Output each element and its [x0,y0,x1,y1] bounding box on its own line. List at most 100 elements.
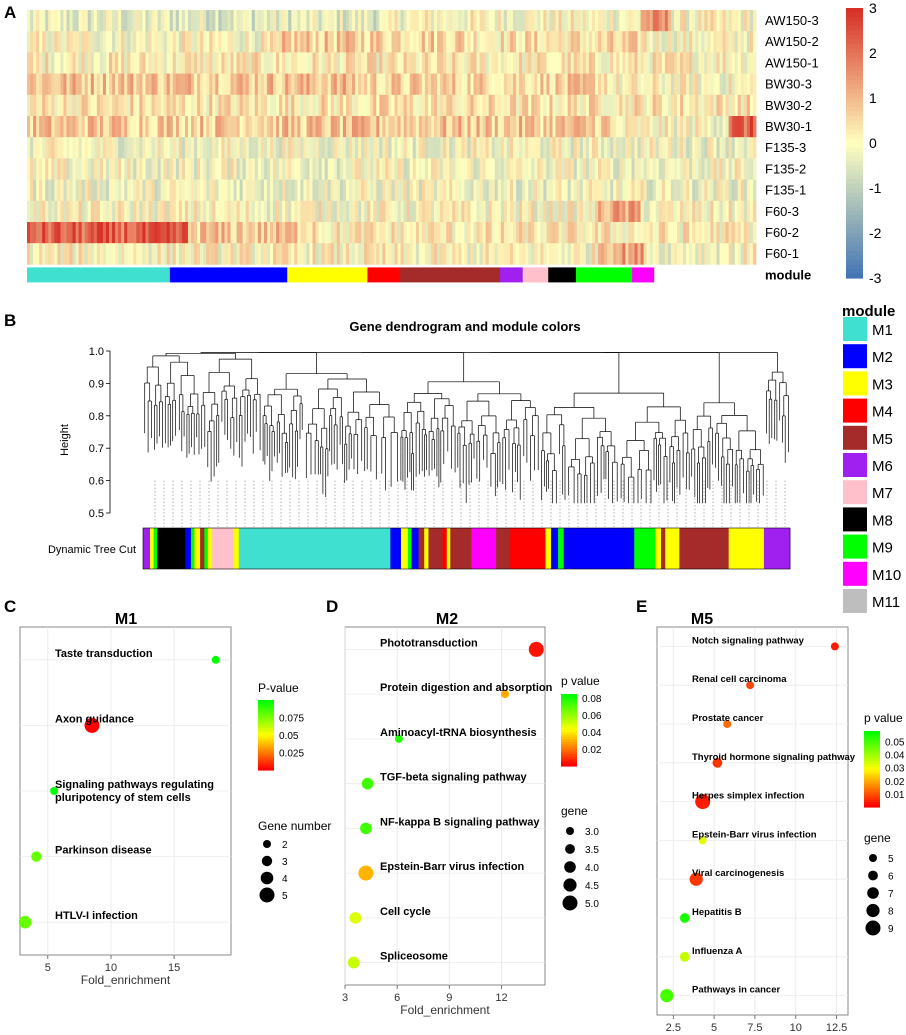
pvalue-tick-label: 0.08 [582,694,602,705]
heatmap-cell [127,158,131,180]
heatmap-cell [51,200,55,223]
heatmap-cell [488,52,493,74]
heatmap-cell [178,10,183,32]
heatmap-cell [236,137,241,159]
heatmap-cell [713,179,717,202]
heatmap-cell [598,200,602,223]
heatmap-cell [145,116,149,138]
heatmap-cell [321,10,326,32]
heatmap-cell [497,52,502,74]
colorbar-step [846,93,863,99]
heatmap-cell [531,137,535,159]
heatmap-cell [151,179,155,202]
heatmap-cell [36,243,40,265]
heatmap-cell [631,116,635,138]
heatmap-cell [704,158,708,180]
tree-cut-segment [763,528,791,569]
heatmap-cell [60,179,64,202]
heatmap-cell [333,52,338,74]
heatmap-cell [488,116,493,138]
heatmap-cell [221,10,225,32]
heatmap-cell [728,73,733,96]
heatmap-cell [145,10,149,32]
heatmap-cell [291,94,295,117]
heatmap-cell [500,179,505,202]
heatmap-cell [27,52,31,74]
heatmap-cell [573,116,578,138]
heatmap-cell [637,73,641,96]
heatmap-cell [227,137,231,159]
heatmap-cell [479,10,484,32]
heatmap-cell [242,158,247,180]
size-legend-dot [261,855,273,867]
heatmap-cell [664,200,669,223]
heatmap-cell [330,179,335,202]
heatmap-cell [388,222,392,244]
heatmap-cell [746,179,751,202]
heatmap-cell [93,116,98,138]
heatmap-cell [248,179,253,202]
heatmap-cell [564,158,569,180]
heatmap-cell [743,116,748,138]
heatmap-cell [36,200,40,223]
colorbar-step [846,138,863,144]
heatmap-cell [87,116,92,138]
module-legend-swatch [843,480,867,505]
heatmap-cell [482,52,487,74]
heatmap-cell [124,10,128,32]
module-legend-label: M8 [872,512,893,529]
heatmap-cell [175,137,180,159]
heatmap-cell [391,10,395,32]
heatmap-cell [93,179,98,202]
heatmap-cell [437,243,441,265]
heatmap-cell [631,31,635,53]
heatmap-cell [567,116,572,138]
module-legend-label: M1 [872,322,893,339]
heatmap-cell [631,158,635,180]
heatmap-cell [102,137,107,159]
heatmap-cell [707,116,711,138]
heatmap-cell [746,31,751,53]
heatmap-cell [598,243,602,265]
heatmap-cell [36,179,40,202]
heatmap-cell [506,116,511,138]
heatmap-cell [75,158,80,180]
heatmap-cell [118,116,122,138]
term-label: Influenza A [692,946,742,957]
heatmap-cell [716,158,720,180]
pvalue-colorbar-step [258,760,274,764]
heatmap-cell [239,94,244,117]
heatmap-cell [206,31,210,53]
heatmap-cell [87,10,92,32]
heatmap-cell [172,243,177,265]
heatmap-cell [166,52,171,74]
heatmap-cell [464,94,468,117]
heatmap-cell [561,158,566,180]
heatmap-cell [513,243,517,265]
heatmap-cell [36,31,40,53]
heatmap-cell [488,200,493,223]
heatmap-cell [263,243,268,265]
heatmap-cell [39,73,43,96]
heatmap-cell [728,222,733,244]
heatmap-cell [309,179,313,202]
heatmap-cell [455,116,459,138]
heatmap-cell [181,179,186,202]
dendrogram-color-row-label: Dynamic Tree Cut [48,544,136,556]
heatmap-cell [166,94,171,117]
heatmap-cell [516,10,520,32]
heatmap-cell [655,10,660,32]
heatmap-cell [728,179,733,202]
colorbar-step [846,269,863,275]
heatmap-cell [251,179,256,202]
heatmap-cell [613,200,617,223]
heatmap-cell [683,200,687,223]
heatmap-cell [254,243,259,265]
colorbar-step [846,80,863,86]
heatmap-cell [449,222,453,244]
heatmap-cell [376,10,380,32]
x-tick-label: 2.5 [666,1022,681,1034]
colorbar-step [846,206,863,212]
heatmap-cell [598,52,602,74]
